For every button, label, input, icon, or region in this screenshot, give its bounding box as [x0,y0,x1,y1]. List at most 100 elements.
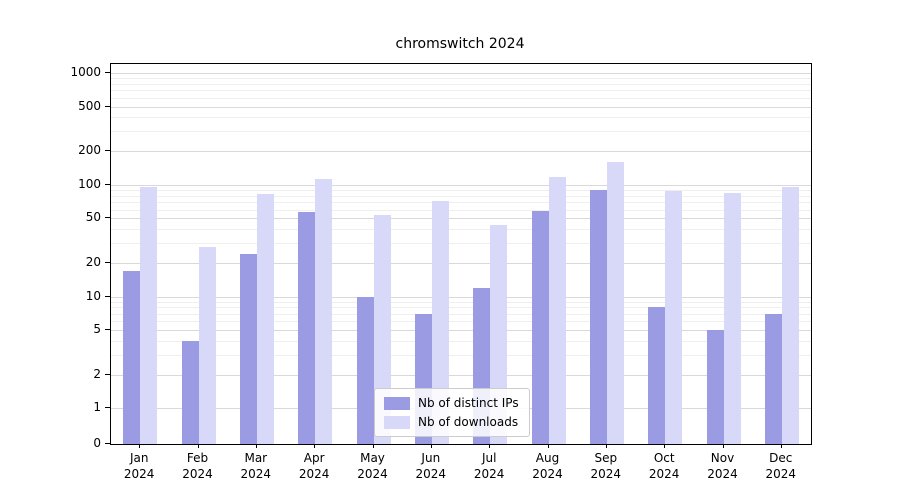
legend-swatch-distinct-ips [384,396,410,410]
bar-distinct-ips [239,254,257,444]
x-tick-mark [547,444,549,448]
bar-distinct-ips [706,330,724,444]
y-tick-label: 1 [93,400,101,415]
gridline-major [111,296,811,298]
x-tick-mark [605,444,607,448]
bar-downloads [256,193,274,444]
bar-distinct-ips [648,307,666,444]
y-tick-mark [105,407,110,409]
bar-downloads [431,200,449,444]
bar-downloads [198,246,216,444]
x-tick-mark [664,444,666,448]
x-tick-mark [197,444,199,448]
bar-distinct-ips [356,296,374,444]
bar-downloads [373,214,391,444]
gridline-minor [111,189,811,191]
x-tick-label: Jun 2024 [415,451,447,481]
gridline-minor [111,202,811,203]
y-tick-mark [105,443,110,444]
gridline-minor [111,307,811,309]
x-tick-label: Jan 2024 [123,451,155,481]
gridline-major [111,374,811,376]
x-tick-label: Dec 2024 [765,451,797,481]
gridline-minor [111,131,811,133]
gridline-minor [111,209,811,211]
bar-downloads [665,190,683,444]
y-tick-label: 100 [78,176,101,191]
x-tick-label: Feb 2024 [182,451,213,481]
gridline-minor [111,90,811,92]
y-tick-label: 0 [93,436,101,450]
gridline-major [111,106,811,108]
legend-label-downloads: Nb of downloads [418,415,519,429]
x-tick-label: Aug 2024 [532,451,563,481]
y-tick-mark [105,183,110,185]
bar-downloads [548,176,566,444]
x-tick-mark [314,444,316,448]
legend-swatch-downloads [384,415,410,429]
chart-title: chromswitch 2024 [395,36,525,52]
x-tick-label: Sep 2024 [590,451,622,481]
bar-distinct-ips [181,340,199,444]
x-tick-mark [139,444,141,448]
bar-downloads [315,179,333,444]
y-tick-mark [105,217,110,219]
bar-distinct-ips [531,211,549,444]
x-tick-label: Oct 2024 [648,451,680,481]
gridline-minor [111,83,811,85]
legend: Nb of distinct IPs Nb of downloads [374,388,530,437]
bar-distinct-ips [298,212,316,444]
x-tick-mark [489,444,491,448]
y-tick-mark [105,261,110,263]
legend-label-distinct-ips: Nb of distinct IPs [418,396,519,410]
plot-area: Nb of distinct IPs Nb of downloads [110,63,812,445]
x-tick-mark [372,444,374,448]
bar-downloads [781,187,799,444]
y-tick-label: 5 [93,322,101,337]
gridline-minor [111,340,811,342]
gridline-minor [111,78,811,80]
gridline-major [111,262,811,264]
gridline-minor [111,117,811,119]
gridline-minor [111,97,811,99]
x-tick-label: Jul 2024 [473,451,505,481]
bar-downloads [606,161,624,444]
y-tick-mark [105,329,110,331]
x-tick-label: Nov 2024 [707,451,738,481]
x-tick-mark [255,444,257,448]
gridline-minor [111,321,811,323]
gridline-minor [111,195,811,197]
x-tick-label: May 2024 [357,451,388,481]
gridline-major [111,184,811,186]
gridline-minor [111,301,811,303]
gridline-minor [111,313,811,315]
x-tick-mark [430,444,432,448]
bar-downloads [140,187,158,444]
y-tick-mark [105,150,110,152]
x-tick-mark [722,444,724,448]
y-tick-mark [105,105,110,107]
legend-item-distinct-ips: Nb of distinct IPs [384,396,519,410]
gridline-major [111,151,811,153]
bar-distinct-ips [123,270,141,444]
y-tick-mark [105,71,110,73]
y-tick-label: 10 [85,288,101,303]
y-tick-label: 50 [85,210,101,225]
gridline-minor [111,354,811,356]
bar-distinct-ips [589,189,607,444]
x-tick-label: Mar 2024 [240,451,272,481]
gridline-minor [111,229,811,231]
gridline-minor [111,243,811,245]
bar-distinct-ips [764,313,782,444]
legend-item-downloads: Nb of downloads [384,415,519,429]
y-tick-label: 500 [78,98,101,113]
y-tick-label: 200 [78,143,101,158]
x-tick-mark [780,444,782,448]
bar-downloads [723,192,741,444]
y-tick-label: 2 [93,366,101,381]
y-tick-mark [105,295,110,297]
y-tick-label: 1000 [70,64,101,79]
gridline-major [111,330,811,332]
y-tick-label: 20 [85,254,101,269]
